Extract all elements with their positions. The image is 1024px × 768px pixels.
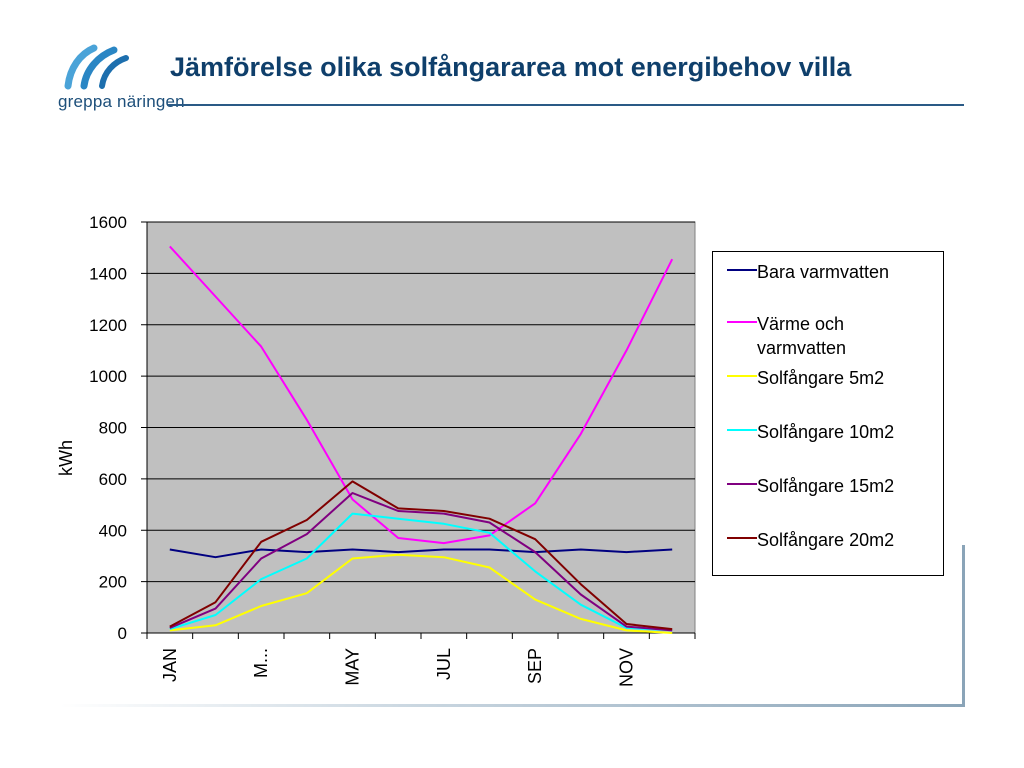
legend-swatch-5	[727, 483, 757, 485]
legend-swatch-4	[727, 429, 757, 431]
legend-label-6: Solfångare 20m2	[757, 530, 895, 550]
title-divider	[168, 104, 964, 106]
legend-item-6: Solfångare 20m2	[727, 528, 932, 552]
frame-decoration-bottom	[60, 704, 965, 707]
legend-swatch-2	[727, 321, 757, 323]
y-tick-label-7: 1400	[89, 264, 127, 283]
legend-item-4: Solfångare 10m2	[727, 420, 932, 444]
y-tick-label-0: 0	[118, 624, 127, 643]
legend-label-5: Solfångare 15m2	[757, 476, 895, 496]
legend-label-2: Värme och varmvatten	[757, 314, 847, 358]
series-line-4	[169, 512, 673, 632]
x-tick-label-nov: NOV	[617, 648, 637, 687]
legend-label-3: Solfångare 5m2	[757, 368, 885, 388]
legend-swatch-3	[727, 375, 757, 377]
y-tick-label-4: 800	[99, 419, 127, 438]
y-tick-label-2: 400	[99, 521, 127, 540]
frame-decoration-right	[962, 545, 965, 707]
legend-item-2: Värme och varmvatten	[727, 312, 932, 360]
y-axis-label: kWh	[56, 440, 76, 476]
y-tick-label-6: 1200	[89, 316, 127, 335]
chart-legend: Bara varmvatten Värme och varmvatten Solfå…	[712, 251, 944, 576]
legend-swatch-6	[727, 537, 757, 539]
x-tick-label-m: M...	[251, 648, 271, 678]
x-tick-label-jan: JAN	[160, 648, 180, 682]
series-line-2	[169, 245, 674, 545]
legend-label-1: Bara varmvatten	[757, 262, 890, 282]
x-tick-label-sep: SEP	[525, 648, 545, 684]
legend-swatch-1	[727, 269, 757, 271]
legend-item-5: Solfångare 15m2	[727, 474, 932, 498]
series-line-3	[169, 553, 673, 634]
series-line-6	[169, 480, 673, 631]
y-tick-label-3: 600	[99, 470, 127, 489]
x-tick-label-jul: JUL	[434, 648, 454, 680]
series-line-5	[169, 492, 673, 632]
y-tick-label-1: 200	[99, 573, 127, 592]
legend-item-1: Bara varmvatten	[727, 260, 932, 284]
legend-item-3: Solfångare 5m2	[727, 366, 932, 390]
logo-text: greppa näringen	[58, 92, 185, 111]
y-tick-label-5: 1000	[89, 367, 127, 386]
greppa-logo-icon	[64, 44, 129, 90]
y-tick-label-8: 1600	[89, 213, 127, 232]
x-tick-label-may: MAY	[343, 648, 363, 686]
legend-label-4: Solfångare 10m2	[757, 422, 895, 442]
page-title: Jämförelse olika solfångararea mot energ…	[170, 52, 852, 82]
